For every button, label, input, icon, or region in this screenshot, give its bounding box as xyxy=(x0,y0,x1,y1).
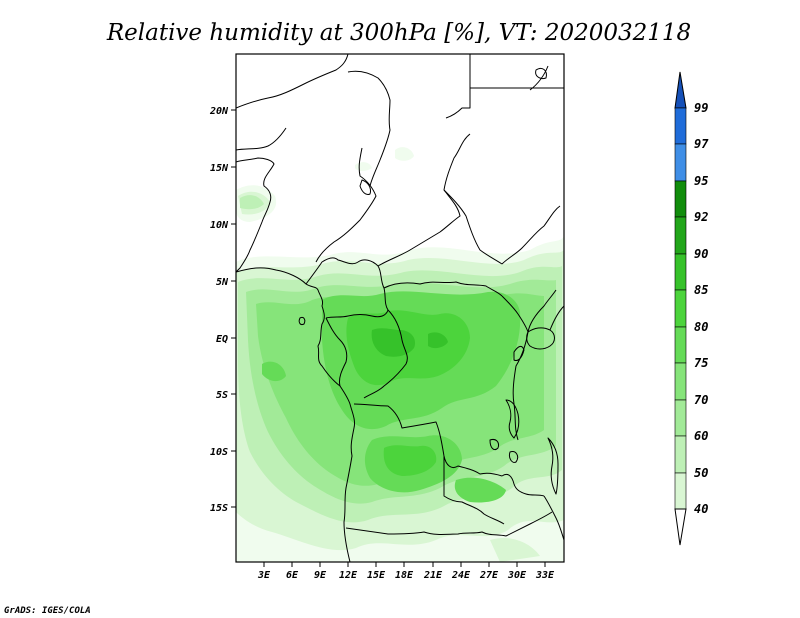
border-nigeria-cameroon xyxy=(305,257,379,285)
colorbar-label: 90 xyxy=(694,247,708,261)
colorbar-segment-97-99 xyxy=(674,107,687,145)
colorbar-label: 85 xyxy=(694,283,708,297)
lon-tick-label: 9E xyxy=(314,570,327,581)
lon-tick-label: 30E xyxy=(507,570,527,581)
lake-mweru xyxy=(489,439,499,451)
border-uganda xyxy=(527,289,557,333)
lon-tick-label: 3E xyxy=(257,570,271,581)
border-angola-drc xyxy=(353,403,503,477)
border-angola-zambia xyxy=(443,456,505,525)
border-zim xyxy=(505,511,553,537)
lat-tick-label: EQ xyxy=(216,334,228,345)
border-car-south xyxy=(383,281,503,297)
lon-tick-label: 27E xyxy=(479,570,499,581)
colorbar-label: 99 xyxy=(694,101,708,115)
colorbar-segment-90-92 xyxy=(674,216,687,255)
humidity-shading xyxy=(236,147,564,562)
lat-tick-label: 20N xyxy=(209,106,229,117)
bioko-island xyxy=(298,317,306,325)
colorbar-segment-80-85 xyxy=(674,289,687,328)
colorbar-segment-95-97 xyxy=(674,143,687,182)
colorbar-label: 40 xyxy=(694,502,708,516)
chart-title: Relative humidity at 300hPa [%], VT: 202… xyxy=(106,20,691,46)
border-chad xyxy=(377,133,471,267)
coastline-west-africa xyxy=(236,157,275,273)
lat-tick-label: 5S xyxy=(216,390,228,401)
lake-victoria xyxy=(526,327,555,350)
map-area xyxy=(236,54,564,562)
colorbar-bottom-triangle xyxy=(674,508,687,546)
lon-tick-label: 18E xyxy=(395,570,414,581)
colorbar-label: 50 xyxy=(694,466,708,480)
coastline-gulf-guinea xyxy=(236,267,355,562)
colorbar-label: 95 xyxy=(694,174,708,188)
lon-axis: 3E 6E 9E 12E 15E 18E 21E 24E 27E 30E 33E xyxy=(257,562,555,581)
colorbar-segment-92-95 xyxy=(674,180,687,218)
lat-tick-label: 10N xyxy=(210,220,229,231)
colorbar-segment-75-80 xyxy=(674,326,687,364)
lon-tick-label: 15E xyxy=(367,570,386,581)
lake-tanganyika xyxy=(505,399,520,439)
lat-axis: 20N 15N 10N 5N EQ 5S 10S 15S xyxy=(209,106,236,514)
colorbar-label: 75 xyxy=(694,356,708,370)
border-cameroon-car xyxy=(325,265,389,319)
colorbar-segment-50-60 xyxy=(674,435,687,474)
lon-tick-label: 21E xyxy=(423,570,443,581)
border-namibia xyxy=(345,527,507,537)
border-sudan-southsudan xyxy=(443,189,503,265)
colorbar-segment-70-75 xyxy=(674,362,687,401)
lat-tick-label: 10S xyxy=(210,447,228,458)
border-malawi-moz xyxy=(543,495,564,541)
border-libya xyxy=(347,70,391,187)
border-zambia-east xyxy=(501,473,545,497)
colorbar-label: 80 xyxy=(694,320,708,334)
lat-tick-label: 15S xyxy=(210,503,228,514)
credit-text: GrADS: IGES/COLA xyxy=(4,606,91,616)
colorbar-label: 92 xyxy=(694,210,708,224)
border-mali-niger xyxy=(236,127,287,151)
lake-chad xyxy=(359,179,371,195)
lon-tick-label: 6E xyxy=(286,570,299,581)
lake-bangweulu xyxy=(509,451,519,463)
border-egypt-sudan xyxy=(445,54,471,119)
colorbar-top-triangle xyxy=(674,71,687,109)
colorbar-segment-40-50 xyxy=(674,472,687,510)
lat-tick-label: 5N xyxy=(216,277,229,288)
map-frame xyxy=(235,53,565,563)
shade-90 xyxy=(371,328,448,357)
colorbar-label: 70 xyxy=(694,393,708,407)
border-congo-drc xyxy=(363,309,408,399)
country-borders xyxy=(236,54,564,562)
border-niger-chad xyxy=(315,147,377,263)
border-ethiopia xyxy=(501,205,561,265)
coastline-eastern-ethiopia xyxy=(529,65,549,91)
lon-tick-label: 24E xyxy=(451,570,471,581)
border-kenya-tanzania xyxy=(549,305,564,331)
border-gabon-congo xyxy=(325,317,348,387)
colorbar-segment-60-70 xyxy=(674,399,687,437)
lon-tick-label: 33E xyxy=(535,570,555,581)
lake-albert-kivu xyxy=(513,345,525,361)
colorbar: 99 97 95 92 90 85 80 75 70 60 50 40 xyxy=(674,71,709,546)
colorbar-label: 97 xyxy=(694,137,709,151)
lat-tick-label: 15N xyxy=(210,163,229,174)
border-southsudan-drc xyxy=(501,295,529,333)
colorbar-label: 60 xyxy=(694,429,708,443)
colorbar-segment-85-90 xyxy=(674,253,687,291)
lake-malawi xyxy=(547,437,559,495)
lon-tick-label: 12E xyxy=(339,570,358,581)
red-sea-island xyxy=(535,67,547,79)
border-niger-north xyxy=(236,54,349,109)
